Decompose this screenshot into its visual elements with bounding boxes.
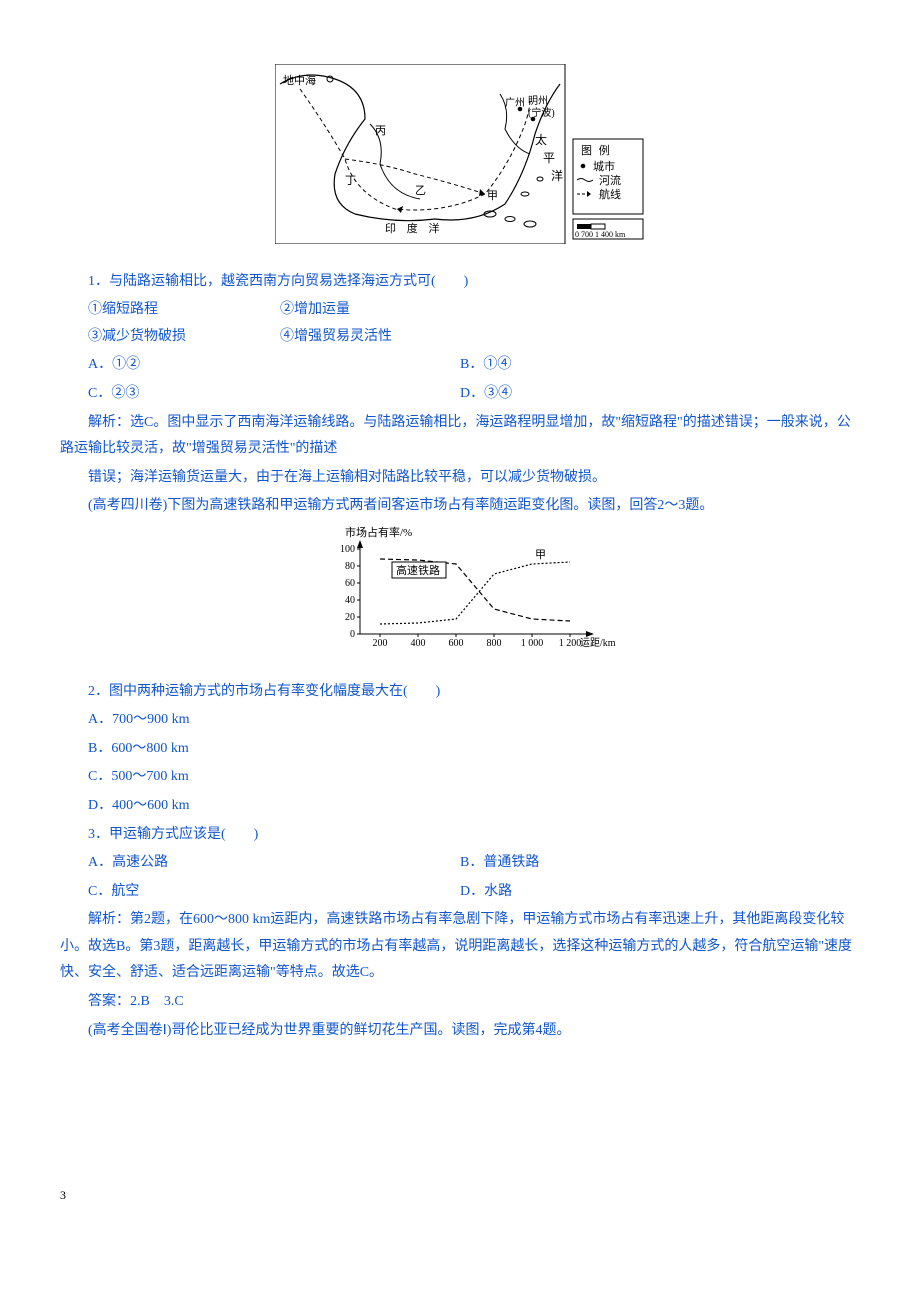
svg-text:地中海: 地中海 (283, 73, 316, 87)
q2-stem: 2．图中两种运输方式的市场占有率变化幅度最大在( ) (60, 679, 860, 706)
svg-text:广州: 广州 (505, 97, 525, 109)
q1-opts-row1: A．①② B．①④ (60, 352, 860, 379)
svg-text:平: 平 (543, 151, 555, 165)
svg-text:1 200: 1 200 (559, 638, 582, 649)
svg-text:(宁波): (宁波) (528, 106, 555, 119)
svg-text:丙: 丙 (375, 125, 386, 137)
svg-text:甲: 甲 (487, 190, 498, 202)
q1-optC: C．②③ (60, 381, 460, 408)
q23-explain: 解析：第2题，在600～800 km运距内，高速铁路市场占有率急剧下降，甲运输方… (60, 907, 860, 987)
svg-text:20: 20 (345, 612, 355, 623)
q1-items-row1: ①缩短路程 ②增加运量 (60, 297, 860, 324)
svg-text:运距/km: 运距/km (580, 637, 616, 649)
q3-opts-row1: A．高速公路 B．普通铁路 (60, 850, 860, 877)
q1-item3: ③减少货物破损 (60, 324, 280, 351)
q1-items-row2: ③减少货物破损 ④增强贸易灵活性 (60, 324, 860, 351)
q1-optD: D．③④ (460, 381, 860, 408)
q1-optA: A．①② (60, 352, 460, 379)
q4-intro: (高考全国卷Ⅰ)哥伦比亚已经成为世界重要的鲜切花生产国。读图，完成第4题。 (60, 1018, 860, 1045)
svg-text:400: 400 (411, 638, 426, 649)
q23-answer: 答案：2.B 3.C (60, 989, 860, 1016)
q1-item1: ①缩短路程 (60, 297, 280, 324)
q3-A: A．高速公路 (60, 850, 460, 877)
q1-stem: 1．与陆路运输相比，越瓷西南方向贸易选择海运方式可( ) (60, 269, 860, 296)
svg-text:80: 80 (345, 561, 355, 572)
q3-D: D．水路 (460, 879, 860, 906)
q1-optB: B．①④ (460, 352, 860, 379)
q3-opts-row2: C．航空 D．水路 (60, 879, 860, 906)
svg-text:200: 200 (373, 638, 388, 649)
q3-C: C．航空 (60, 879, 460, 906)
q1-item2: ②增加运量 (280, 297, 350, 324)
page-number: 3 (60, 1184, 860, 1207)
q23-intro: (高考四川卷)下图为高速铁路和甲运输方式两者间客运市场占有率随运距变化图。读图，… (60, 493, 860, 520)
svg-text:高速铁路: 高速铁路 (396, 563, 440, 577)
q1-explain-2: 错误；海洋运输货运量大，由于在海上运输相对陆路比较平稳，可以减少货物破损。 (60, 465, 860, 492)
svg-text:航线: 航线 (599, 187, 621, 201)
svg-text:印 度 洋: 印 度 洋 (385, 221, 444, 235)
q1-item4: ④增强贸易灵活性 (280, 324, 392, 351)
svg-text:甲: 甲 (535, 549, 546, 561)
svg-text:乙: 乙 (415, 184, 426, 197)
svg-text:600: 600 (449, 638, 464, 649)
svg-text:100: 100 (340, 544, 355, 555)
figure-map: 地中海 丙 丁 乙 甲 印 度 洋 太 平 洋 广州 明州 (宁波) 图 例 城… (60, 64, 860, 255)
svg-text:城市: 城市 (593, 159, 615, 173)
q1-opts-row2: C．②③ D．③④ (60, 381, 860, 408)
svg-text:图 例: 图 例 (581, 143, 612, 157)
q2-B: B．600～800 km (60, 736, 860, 763)
svg-text:明州: 明州 (528, 95, 548, 107)
q2-C: C．500～700 km (60, 764, 860, 791)
q1-explain-1: 解析：选C。图中显示了西南海洋运输线路。与陆路运输相比，海运路程明显增加，故"缩… (60, 410, 860, 463)
figure-line-chart: 市场占有率/% 0 20 40 60 80 100 200 400 600 80… (60, 524, 860, 665)
svg-text:0 700 1 400 km: 0 700 1 400 km (575, 230, 626, 239)
svg-text:丁: 丁 (345, 175, 356, 187)
q2-A: A．700～900 km (60, 707, 860, 734)
svg-text:洋: 洋 (551, 168, 563, 183)
svg-text:市场占有率/%: 市场占有率/% (345, 525, 412, 539)
svg-text:0: 0 (350, 629, 355, 640)
q3-stem: 3．甲运输方式应该是( ) (60, 822, 860, 849)
svg-text:40: 40 (345, 595, 355, 606)
q3-B: B．普通铁路 (460, 850, 860, 877)
svg-text:河流: 河流 (599, 173, 621, 187)
svg-text:1 000: 1 000 (521, 638, 544, 649)
q2-D: D．400～600 km (60, 793, 860, 820)
svg-text:60: 60 (345, 578, 355, 589)
svg-text:太: 太 (535, 132, 547, 147)
svg-text:800: 800 (487, 638, 502, 649)
